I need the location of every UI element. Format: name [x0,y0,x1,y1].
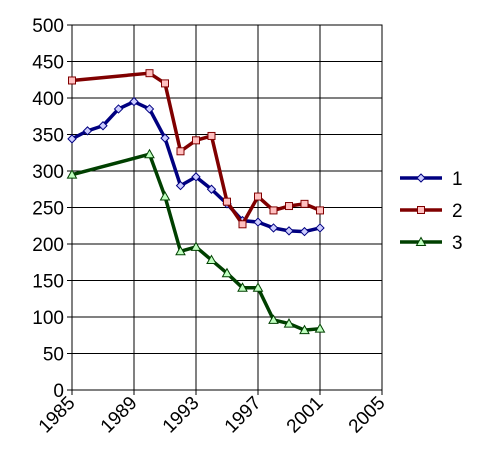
marker [160,133,170,143]
y-tick-label: 300 [32,162,64,183]
plot-border [71,24,383,391]
y-tick-label: 400 [32,89,64,110]
marker [223,197,231,206]
y-tick-label: 100 [32,308,64,329]
marker [67,134,77,144]
marker [238,220,247,229]
x-tick-label: 2005 [345,393,390,438]
y-tick-label: 50 [43,345,64,366]
marker [300,199,309,208]
marker [284,226,294,236]
legend-label: 1 [452,169,463,190]
marker [190,241,202,251]
marker [314,323,326,333]
marker [98,121,108,131]
marker [237,282,248,292]
legend-marker [416,173,426,183]
y-tick-label: 200 [32,235,64,256]
y-tick-label: 350 [32,126,64,147]
marker [268,314,279,324]
legend-label: 3 [452,233,463,254]
marker [299,226,310,237]
marker [192,136,200,145]
marker [268,223,279,233]
marker [269,206,278,215]
marker [285,202,293,211]
legend-marker [417,206,425,214]
marker [316,206,324,215]
marker [82,126,93,136]
legend-marker [415,236,427,246]
x-tick-label: 1985 [35,393,80,438]
y-tick-label: 500 [32,16,64,37]
marker [113,104,124,114]
marker [68,76,76,85]
marker [159,191,171,201]
marker [206,254,217,265]
marker [206,184,217,194]
marker [175,180,186,191]
x-tick-label: 1997 [221,393,266,438]
marker [176,147,185,156]
y-tick-label: 0 [53,381,64,402]
marker [221,267,233,278]
marker [299,324,310,335]
y-tick-label: 150 [32,272,64,293]
marker [315,223,325,233]
marker [129,96,139,107]
marker [175,245,186,256]
marker [254,192,262,201]
marker [161,79,169,88]
marker [252,282,264,292]
marker [66,169,78,179]
marker [207,131,216,140]
marker [191,172,201,182]
legend-label: 2 [452,201,463,222]
marker [144,104,155,114]
marker [253,217,263,227]
marker [144,148,155,159]
marker [283,318,295,328]
x-tick-label: 1993 [159,393,204,438]
y-tick-label: 250 [32,199,64,220]
marker [145,69,154,78]
x-tick-label: 2001 [283,393,328,438]
x-tick-label: 1989 [97,393,142,438]
y-tick-label: 450 [32,53,64,74]
